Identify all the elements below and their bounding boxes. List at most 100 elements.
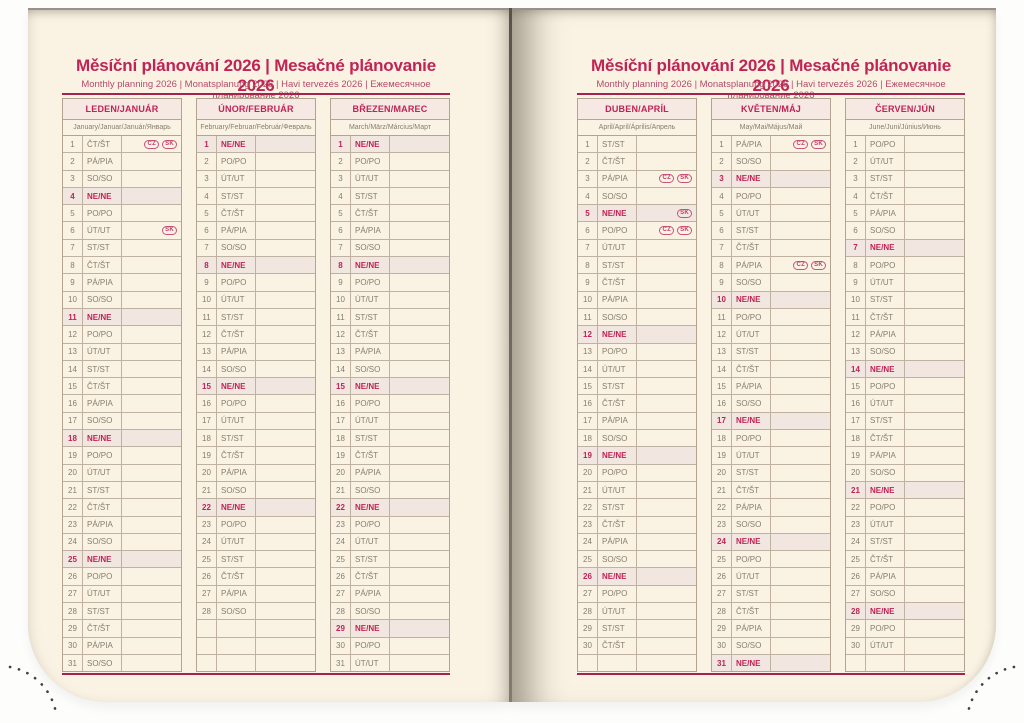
day-row: 21 SO/SO	[331, 481, 449, 500]
day-row: 9 ČT/ŠT	[578, 274, 696, 292]
notes-cell	[256, 499, 315, 515]
day-abbrev: ST/ST	[351, 551, 390, 568]
day-row: 28 SO/SO	[197, 603, 315, 621]
notes-cell	[771, 603, 830, 619]
notes-cell	[905, 326, 964, 342]
day-row: 21 ST/ST	[63, 481, 181, 500]
day-abbrev: ÚT/UT	[866, 153, 905, 170]
day-number: 4	[846, 187, 866, 205]
day-abbrev: ÚT/UT	[217, 291, 256, 308]
day-row: 22 ST/ST	[578, 499, 696, 517]
notes-cell	[905, 655, 964, 671]
notes-cell	[256, 482, 315, 498]
day-number: 9	[846, 274, 866, 291]
day-number: 26	[331, 568, 351, 585]
day-abbrev: PÁ/PIA	[732, 136, 771, 153]
notes-cell	[122, 326, 181, 342]
day-row: 18 ST/ST	[331, 430, 449, 448]
day-row: 2 PO/PO	[331, 153, 449, 171]
day-abbrev: PÁ/PIA	[598, 170, 637, 187]
notes-cell	[390, 326, 449, 342]
notes-cell	[390, 205, 449, 221]
day-abbrev: NE/NE	[83, 308, 122, 326]
day-number: 16	[197, 395, 217, 412]
day-row: 5 PÁ/PIA	[846, 205, 964, 223]
notes-cell	[637, 655, 696, 671]
day-abbrev: NE/NE	[732, 533, 771, 551]
day-abbrev: PO/PO	[866, 136, 905, 153]
day-abbrev: PO/PO	[598, 464, 637, 481]
day-number: 21	[63, 481, 83, 499]
notes-cell	[390, 222, 449, 238]
day-abbrev: ST/ST	[732, 585, 771, 603]
notes-cell	[122, 257, 181, 273]
notes-cell	[771, 499, 830, 515]
notes-cell	[122, 603, 181, 619]
notes-cell	[256, 568, 315, 584]
day-abbrev: ST/ST	[217, 430, 256, 447]
day-number: 13	[197, 343, 217, 360]
day-abbrev: ÚT/UT	[732, 205, 771, 222]
notes-cell	[122, 292, 181, 308]
day-abbrev: PÁ/PIA	[351, 343, 390, 360]
day-abbrev: ČT/ŠT	[217, 326, 256, 343]
holiday-badge-sk: SK	[811, 260, 826, 270]
notes-cell	[905, 430, 964, 446]
day-abbrev: PÁ/PIA	[351, 222, 390, 239]
notes-cell	[771, 361, 830, 377]
holiday-badge-cz: CZ	[144, 139, 160, 149]
day-abbrev: PO/PO	[83, 568, 122, 585]
notes-cell	[256, 413, 315, 429]
notes-cell	[637, 568, 696, 584]
notes-cell	[771, 638, 830, 654]
day-number: 7	[331, 239, 351, 257]
day-abbrev: ÚT/UT	[866, 274, 905, 291]
notes-cell	[256, 153, 315, 169]
day-abbrev: ČT/ŠT	[866, 308, 905, 326]
day-row: 27 ST/ST	[712, 585, 830, 604]
notes-cell	[637, 292, 696, 308]
day-number: 3	[63, 170, 83, 187]
day-row: 4 ČT/ŠT	[846, 187, 964, 206]
notes-cell	[637, 586, 696, 602]
day-abbrev: ST/ST	[217, 551, 256, 568]
day-row: 13 PÁ/PIA	[331, 343, 449, 361]
day-number: 14	[331, 360, 351, 378]
notes-cell	[905, 568, 964, 584]
day-abbrev: ČT/ŠT	[732, 239, 771, 257]
day-row: 15 PÁ/PIA	[712, 378, 830, 396]
day-row: 29 PÁ/PIA	[712, 620, 830, 638]
day-abbrev: ČT/ŠT	[732, 481, 771, 499]
day-number: 7	[197, 239, 217, 257]
day-abbrev: PO/PO	[732, 308, 771, 326]
day-row: 5 ČT/ŠT	[197, 205, 315, 223]
day-row: 2 ČT/ŠT	[578, 153, 696, 171]
day-row: 22 PO/PO	[846, 499, 964, 517]
day-number: 1	[712, 136, 732, 153]
day-row: 3 SO/SO	[63, 170, 181, 188]
day-abbrev: SO/SO	[866, 343, 905, 360]
day-number: 26	[197, 568, 217, 585]
notes-cell	[390, 430, 449, 446]
notes-cell	[122, 413, 181, 429]
notes-cell	[390, 603, 449, 619]
day-row: 7 ÚT/UT	[578, 239, 696, 258]
day-number: 18	[846, 430, 866, 447]
day-row: 1 PO/PO	[846, 136, 964, 154]
day-number: 8	[63, 257, 83, 274]
month-title: ÚNOR/FEBRUÁR	[197, 99, 315, 120]
day-row: 5 NE/NE SK	[578, 205, 696, 223]
day-number: 10	[578, 291, 598, 308]
day-abbrev: PO/PO	[351, 516, 390, 533]
day-number: 12	[846, 326, 866, 343]
day-number: 11	[846, 308, 866, 326]
day-number: 6	[846, 222, 866, 239]
day-number: 27	[63, 585, 83, 603]
day-row: 9 PO/PO	[331, 274, 449, 292]
notes-cell	[905, 482, 964, 498]
month-title: KVĚTEN/MÁJ	[712, 99, 830, 120]
day-number: 2	[63, 153, 83, 170]
notes-cell	[122, 534, 181, 550]
day-row: 15 NE/NE	[331, 378, 449, 396]
day-abbrev: SO/SO	[83, 654, 122, 672]
